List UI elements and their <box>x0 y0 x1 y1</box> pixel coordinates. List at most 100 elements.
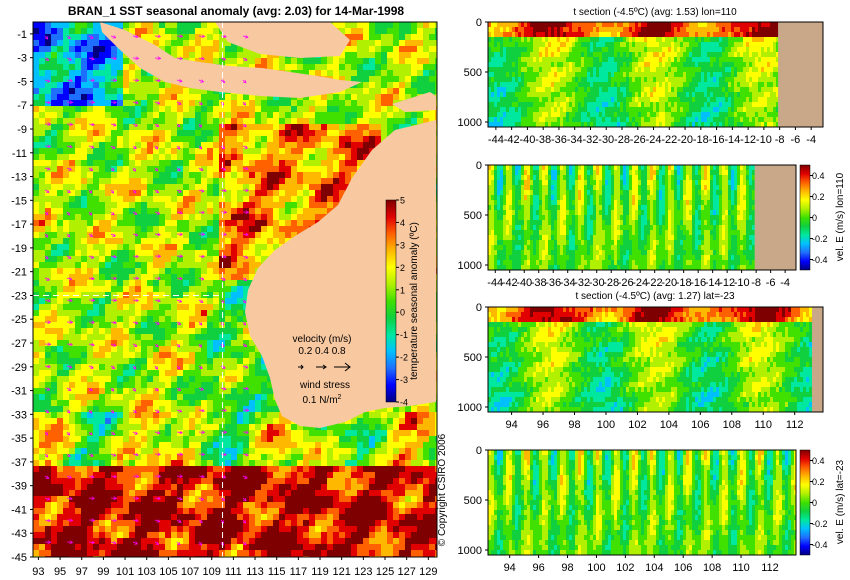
map-cell <box>129 196 135 202</box>
map-cell <box>159 316 165 322</box>
map-cell <box>315 100 321 106</box>
map-cell <box>237 226 243 232</box>
map-cell <box>117 340 123 346</box>
map-cell <box>153 82 159 88</box>
map-cell <box>177 304 183 310</box>
map-cell <box>195 388 201 394</box>
map-cell <box>177 196 183 202</box>
map-cell <box>99 364 105 370</box>
map-cell <box>123 154 129 160</box>
map-cell <box>57 262 63 268</box>
map-cell <box>255 100 261 106</box>
map-cell <box>327 442 333 448</box>
map-cell <box>273 178 279 184</box>
map-cell <box>183 454 189 460</box>
map-cell <box>39 166 45 172</box>
map-cell <box>399 442 405 448</box>
map-cell <box>189 238 195 244</box>
map-cell <box>417 406 423 412</box>
map-cell <box>117 424 123 430</box>
map-cell <box>273 418 279 424</box>
map-cell <box>369 130 375 136</box>
map-cell <box>153 226 159 232</box>
map-cell <box>153 34 159 40</box>
map-cell <box>183 100 189 106</box>
map-cell <box>69 172 75 178</box>
map-cell <box>399 52 405 58</box>
map-cell <box>387 430 393 436</box>
map-cell <box>273 124 279 130</box>
map-cell <box>75 304 81 310</box>
map-cell <box>63 442 69 448</box>
map-cell <box>135 268 141 274</box>
map-cell <box>225 328 231 334</box>
map-cell <box>249 154 255 160</box>
map-cell <box>147 76 153 82</box>
map-cell <box>219 220 225 226</box>
map-cell <box>147 178 153 184</box>
map-cell <box>63 316 69 322</box>
map-cell <box>207 106 213 112</box>
map-cell <box>351 454 357 460</box>
map-cell <box>177 316 183 322</box>
map-cell <box>249 124 255 130</box>
map-cell <box>207 172 213 178</box>
map-cell <box>315 70 321 76</box>
map-cell <box>135 442 141 448</box>
map-cell <box>153 382 159 388</box>
map-cell <box>303 172 309 178</box>
map-cell <box>195 322 201 328</box>
map-cell <box>381 76 387 82</box>
map-cell <box>135 370 141 376</box>
map-cell <box>375 22 381 28</box>
map-cell <box>99 190 105 196</box>
map-cell <box>207 112 213 118</box>
map-cell <box>339 22 345 28</box>
map-cell <box>105 406 111 412</box>
map-cell <box>255 256 261 262</box>
map-cell <box>99 160 105 166</box>
map-cell <box>129 340 135 346</box>
map-cell <box>129 88 135 94</box>
map-cell <box>393 82 399 88</box>
map-cell <box>123 250 129 256</box>
map-cell <box>327 208 333 214</box>
map-cell <box>267 406 273 412</box>
map-cell <box>33 136 39 142</box>
map-cell <box>267 376 273 382</box>
map-cell <box>69 358 75 364</box>
map-cell <box>423 112 429 118</box>
map-cell <box>231 118 237 124</box>
map-cell <box>267 430 273 436</box>
map-cell <box>279 190 285 196</box>
map-cell <box>51 208 57 214</box>
map-cell <box>195 262 201 268</box>
map-cell <box>201 166 207 172</box>
map-cell <box>207 190 213 196</box>
map-cell <box>417 22 423 28</box>
map-cell <box>39 442 45 448</box>
map-cell <box>267 238 273 244</box>
map-cell <box>129 256 135 262</box>
map-cell <box>243 424 249 430</box>
map-cell <box>351 442 357 448</box>
map-cell <box>45 352 51 358</box>
map-cell <box>171 358 177 364</box>
map-cell <box>63 412 69 418</box>
map-cell <box>399 454 405 460</box>
map-cell <box>159 400 165 406</box>
map-cell <box>279 172 285 178</box>
map-cell <box>195 178 201 184</box>
map-cell <box>117 388 123 394</box>
map-cell <box>387 406 393 412</box>
map-cell <box>303 208 309 214</box>
map-cell <box>105 370 111 376</box>
map-cell <box>411 34 417 40</box>
map-cell <box>135 400 141 406</box>
map-cell <box>303 178 309 184</box>
map-cell <box>39 202 45 208</box>
map-cell <box>351 436 357 442</box>
map-cell <box>429 82 435 88</box>
map-cell <box>219 238 225 244</box>
map-cell <box>369 100 375 106</box>
